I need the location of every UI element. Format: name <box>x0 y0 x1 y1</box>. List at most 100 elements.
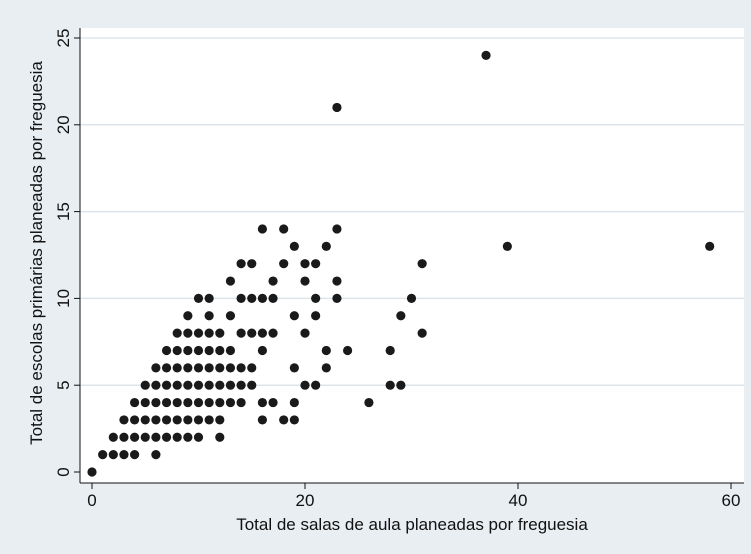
data-point <box>279 259 289 269</box>
y-tick-label: 15 <box>54 202 73 221</box>
data-point <box>225 380 236 390</box>
data-point <box>193 397 204 408</box>
data-point <box>311 380 321 390</box>
data-point <box>289 415 299 425</box>
data-point <box>311 293 321 303</box>
data-point <box>332 102 342 113</box>
plot-area <box>80 28 744 483</box>
data-point <box>140 415 150 425</box>
data-point <box>161 415 172 425</box>
y-tick-label: 10 <box>54 289 73 308</box>
data-point <box>257 397 267 408</box>
data-point <box>236 293 246 303</box>
data-point <box>300 380 310 390</box>
data-point <box>119 450 129 460</box>
data-point <box>257 293 267 303</box>
data-point <box>385 380 395 390</box>
y-tick-label: 5 <box>54 380 73 389</box>
data-point <box>236 380 246 390</box>
data-point <box>183 328 193 338</box>
x-axis-title: Total de salas de aula planeadas por fre… <box>236 515 588 534</box>
data-point <box>193 415 204 425</box>
x-tick-label: 40 <box>509 491 528 510</box>
data-point <box>705 241 715 251</box>
data-point <box>300 276 310 286</box>
data-point <box>417 259 427 269</box>
x-tick-label: 0 <box>87 491 96 510</box>
data-point <box>502 241 512 251</box>
data-point <box>247 363 257 373</box>
data-point <box>332 293 342 303</box>
data-point <box>289 363 299 373</box>
data-point <box>225 363 236 373</box>
data-point <box>289 241 299 251</box>
data-point <box>204 363 214 373</box>
y-axis-title: Total de escolas primárias planeadas por… <box>27 61 46 445</box>
data-point <box>225 311 236 321</box>
data-point <box>417 328 427 338</box>
data-point <box>172 363 182 373</box>
data-point <box>204 293 214 303</box>
data-point <box>279 224 289 234</box>
data-point <box>151 432 161 442</box>
data-point <box>215 397 225 408</box>
data-point <box>204 345 214 356</box>
data-point <box>108 432 118 442</box>
x-tick-label: 60 <box>722 491 741 510</box>
data-point <box>119 432 129 442</box>
axes: 0 5 10 15 20 25 0 20 40 60 <box>54 28 744 510</box>
data-point <box>204 311 214 321</box>
data-point <box>130 432 140 442</box>
data-point <box>161 432 172 442</box>
data-point <box>257 345 267 356</box>
data-point <box>183 363 193 373</box>
data-point <box>268 397 278 408</box>
data-point <box>87 467 97 477</box>
data-point <box>481 50 491 60</box>
data-point <box>257 328 267 338</box>
data-point <box>289 311 299 321</box>
data-point <box>204 397 214 408</box>
data-point <box>172 397 182 408</box>
data-point <box>225 397 236 408</box>
data-point <box>215 363 225 373</box>
data-point <box>140 432 150 442</box>
data-point <box>151 450 161 460</box>
data-point <box>332 276 342 286</box>
data-point <box>183 345 193 356</box>
grid-lines <box>80 37 744 386</box>
data-point <box>161 380 172 390</box>
data-point <box>108 450 118 460</box>
data-point <box>236 328 246 338</box>
data-point <box>215 432 225 442</box>
data-point <box>172 432 182 442</box>
data-point <box>247 328 257 338</box>
data-point <box>225 345 236 356</box>
data-point <box>332 224 342 234</box>
data-point <box>193 328 204 338</box>
y-tick-label: 20 <box>54 115 73 134</box>
data-point <box>204 415 214 425</box>
data-point <box>215 328 225 338</box>
data-point <box>193 380 204 390</box>
data-point <box>193 293 204 303</box>
data-point <box>151 397 161 408</box>
data-point <box>268 276 278 286</box>
data-point <box>268 328 278 338</box>
data-point <box>140 380 150 390</box>
data-point <box>279 415 289 425</box>
data-point <box>193 363 204 373</box>
data-point <box>98 450 108 460</box>
data-point <box>257 224 267 234</box>
data-point <box>311 259 321 269</box>
data-point <box>172 380 182 390</box>
data-point <box>151 380 161 390</box>
x-tick-label: 20 <box>296 491 315 510</box>
data-point <box>215 345 225 356</box>
data-point <box>183 380 193 390</box>
y-tick-label: 0 <box>54 467 73 476</box>
data-point <box>130 397 140 408</box>
data-point <box>385 345 395 356</box>
data-point <box>236 259 246 269</box>
